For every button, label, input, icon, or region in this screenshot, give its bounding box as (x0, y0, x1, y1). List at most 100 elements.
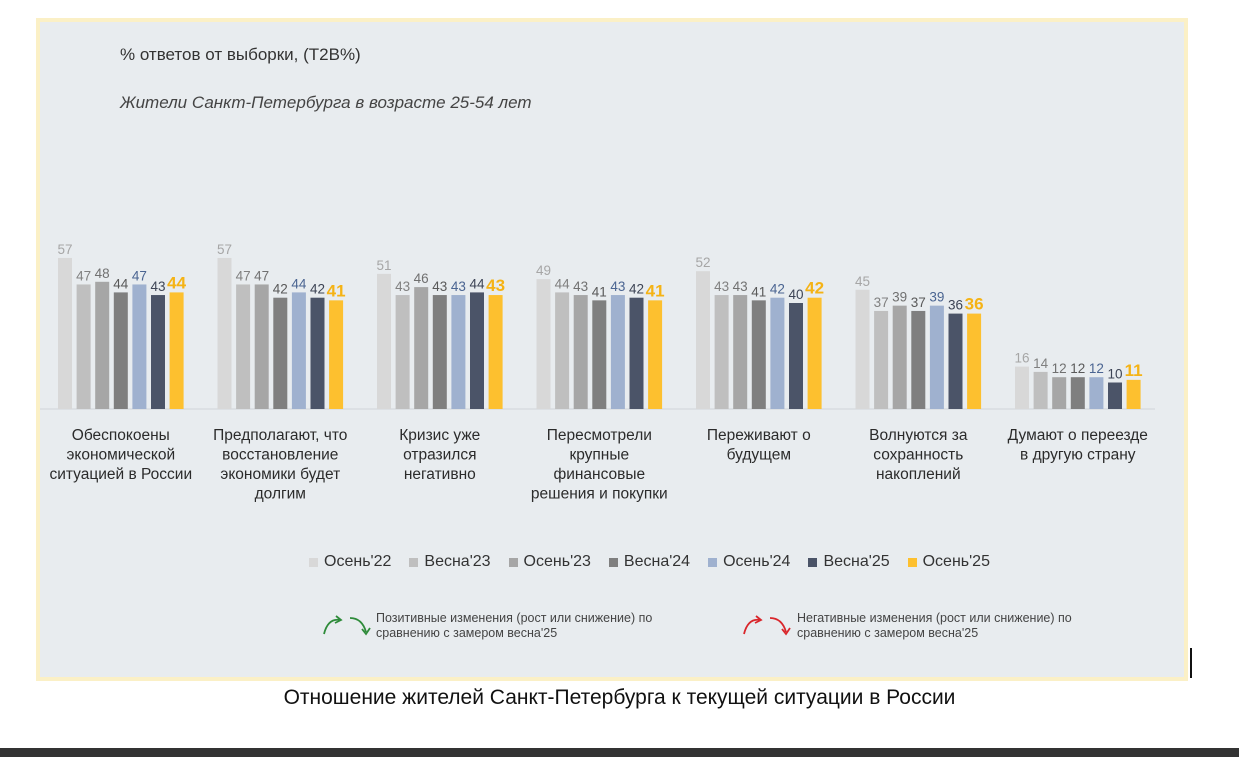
legend-label: Весна'24 (623, 553, 691, 570)
text-cursor-bar (1190, 648, 1192, 678)
bar (236, 284, 251, 409)
bar (967, 313, 982, 409)
category-label: Предполагают, что восстановление экономики… (213, 427, 347, 503)
data-label: 47 (132, 268, 147, 283)
chart-subtitle: % ответов от выборки, (T2B%) (120, 45, 361, 64)
bar (1126, 379, 1141, 409)
slide-caption: Отношение жителей Санкт-Петербурга к тек… (283, 686, 956, 709)
bar (451, 295, 466, 409)
bar (291, 292, 306, 409)
data-label: 12 (1070, 361, 1085, 376)
category-label: Кризис уже отразился негативно (399, 427, 480, 483)
bar (733, 295, 748, 409)
data-label: 43 (733, 279, 748, 294)
data-label: 57 (217, 242, 232, 257)
legend-item: Осень'22 (309, 553, 391, 571)
legend-swatch (508, 557, 518, 567)
bar (76, 284, 91, 409)
data-label: 42 (629, 282, 644, 297)
bar (573, 295, 588, 409)
legend-label: Осень'24 (723, 553, 791, 570)
bar (929, 305, 944, 409)
bar (1033, 371, 1048, 409)
legend-swatch (309, 557, 319, 567)
legend-swatch (808, 557, 818, 567)
legend-label: Весна'25 (823, 553, 890, 570)
bar (610, 295, 625, 409)
bar (310, 297, 325, 409)
chart-legend: Осень'22 Весна'23 Осень'23 Весна'24 Осень'24… (0, 553, 1239, 571)
legend-label: Осень'23 (523, 553, 591, 570)
legend-swatch (409, 557, 419, 567)
category-label: Обеспокоены экономической ситуацией в Росс… (49, 427, 192, 483)
bar (855, 289, 870, 409)
data-label: 10 (1107, 367, 1122, 382)
data-label: 47 (76, 268, 91, 283)
data-label: 36 (948, 298, 963, 313)
data-label: 37 (874, 295, 889, 310)
bar (169, 292, 184, 409)
legend-item: Весна'23 (409, 553, 491, 571)
data-label: 45 (855, 274, 870, 289)
bar (555, 292, 570, 409)
negative-change-arrows-icon (743, 615, 791, 636)
data-label: 12 (1052, 361, 1067, 376)
data-label: 48 (95, 266, 110, 281)
data-label: 37 (911, 295, 926, 310)
bar (254, 284, 269, 409)
data-label: 41 (592, 284, 607, 299)
sample-group-label: Жители Санкт-Петербурга в возрасте 25-54… (120, 93, 532, 112)
legend-item: Осень'24 (708, 553, 790, 571)
bar (470, 292, 484, 409)
positive-change-note: Позитивные изменения (рост или снижение)… (376, 611, 653, 640)
data-label: 49 (536, 263, 551, 278)
bar (1070, 377, 1085, 409)
bar (432, 295, 447, 409)
data-label: 40 (788, 287, 803, 302)
data-label: 44 (113, 276, 129, 291)
data-label: 41 (751, 284, 766, 299)
bar (536, 279, 551, 409)
data-label: 41 (646, 281, 665, 300)
bar (911, 310, 926, 409)
bar (95, 281, 110, 409)
bar (892, 305, 907, 409)
bar (789, 303, 803, 409)
data-label: 42 (770, 282, 785, 297)
bar (329, 300, 344, 409)
data-label: 43 (714, 279, 729, 294)
bar (751, 300, 766, 409)
bar (414, 287, 429, 409)
data-label: 43 (150, 279, 165, 294)
data-label: 39 (929, 290, 944, 305)
category-label: Переживают о будущем (707, 427, 811, 464)
bar (1052, 377, 1067, 409)
bar (58, 257, 72, 409)
data-label: 52 (695, 255, 710, 270)
bottom-bar (0, 748, 1239, 757)
data-label: 42 (805, 279, 824, 298)
bar (696, 271, 710, 409)
bar (1015, 366, 1029, 409)
data-label: 43 (432, 279, 447, 294)
legend-label: Осень'22 (324, 553, 392, 570)
data-label: 43 (486, 276, 505, 295)
legend-item: Осень'25 (907, 553, 990, 571)
bar (1089, 377, 1104, 409)
category-label: Волнуются за сохранность накоплений (869, 427, 968, 483)
bar (1108, 382, 1122, 409)
data-label: 36 (965, 295, 984, 314)
data-label: 57 (57, 242, 72, 257)
bar (273, 297, 288, 409)
data-label: 43 (573, 279, 588, 294)
data-label: 41 (327, 281, 346, 300)
legend-item: Весна'24 (608, 553, 691, 571)
data-label: 46 (414, 271, 429, 286)
data-label: 43 (395, 279, 410, 294)
bar (217, 257, 232, 409)
data-label: 44 (167, 273, 186, 292)
bar (113, 292, 128, 409)
bar (629, 297, 644, 409)
bar (874, 310, 889, 409)
